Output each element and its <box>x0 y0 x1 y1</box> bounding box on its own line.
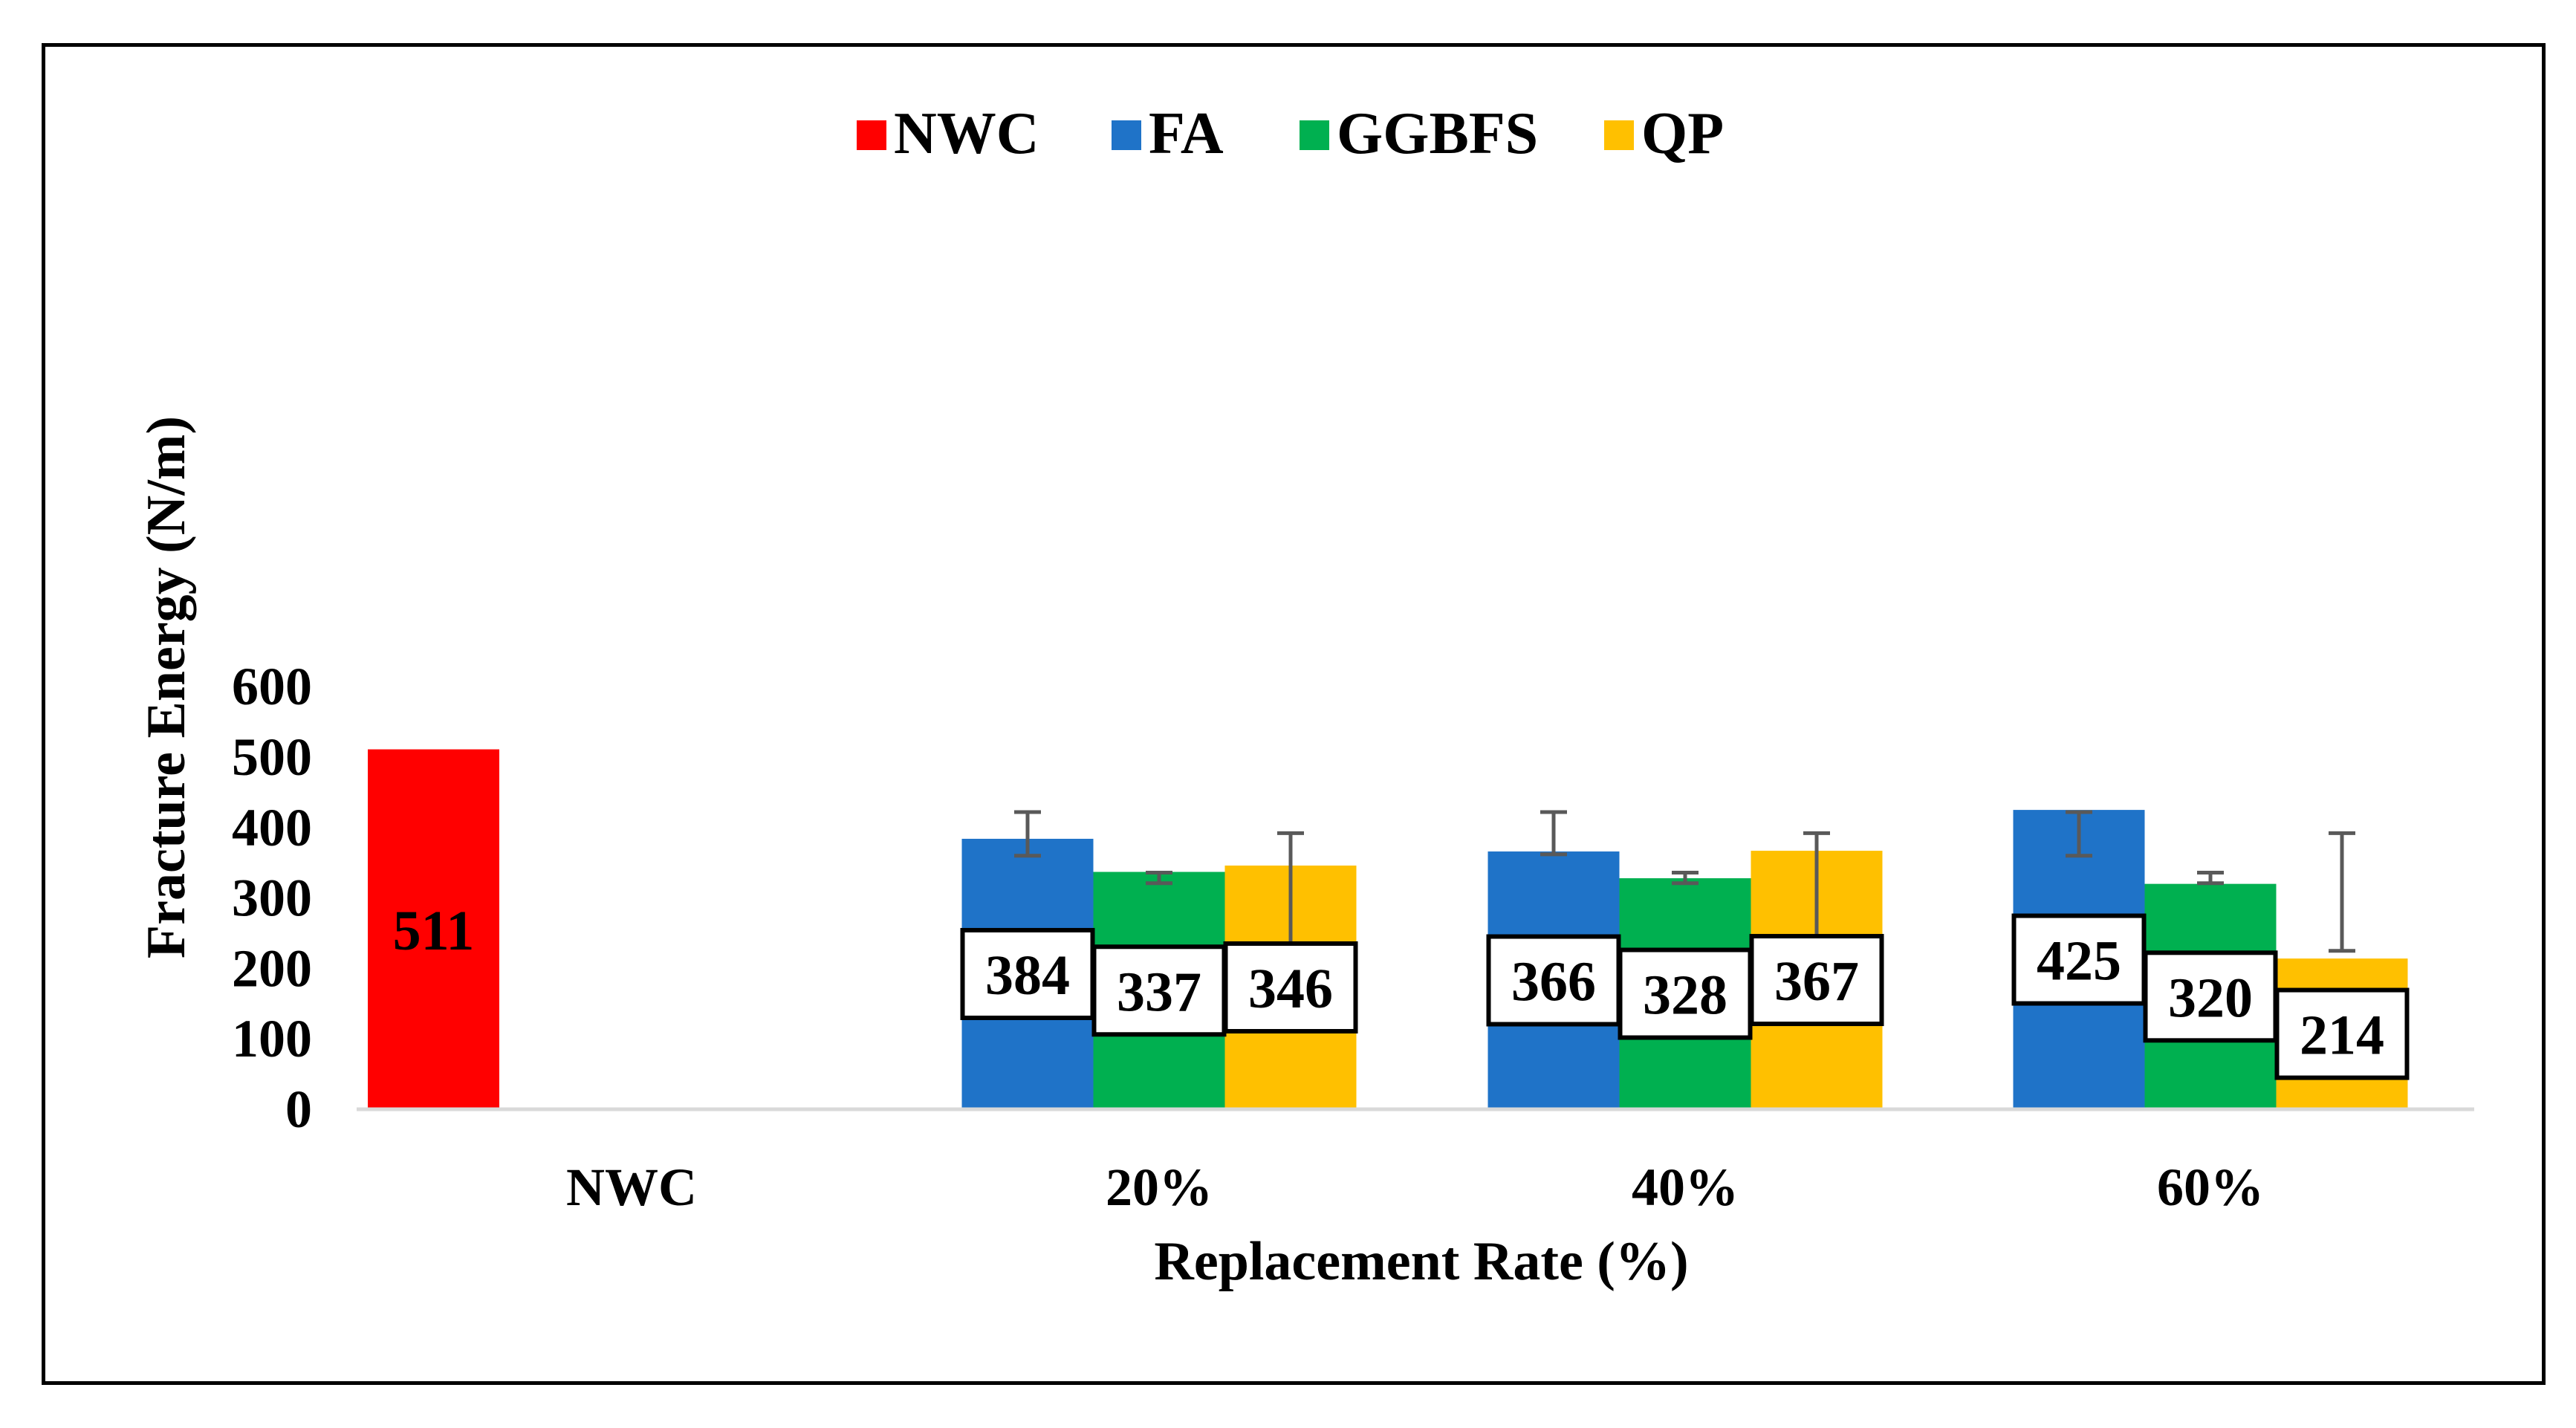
data-label-qp-60pct: 214 <box>2300 1005 2384 1067</box>
legend-label-qp: QP <box>1641 101 1724 166</box>
y-axis: 0 100 200 300 400 500 600 <box>232 657 312 1139</box>
x-axis: NWC 20% 40% 60% <box>566 1158 2264 1217</box>
x-tick-label-nwc: NWC <box>566 1158 697 1217</box>
y-axis-title: Fracture Energy (N/m) <box>136 416 197 958</box>
x-tick-label-20pct: 20% <box>1106 1158 1213 1217</box>
chart-frame <box>42 43 2546 1385</box>
data-label-ggbfs-40pct: 328 <box>1643 964 1727 1027</box>
data-label-fa-20pct: 384 <box>985 944 1070 1007</box>
data-label-qp-20pct: 346 <box>1248 958 1333 1020</box>
data-label-qp-40pct-box <box>1749 934 1884 1027</box>
bar-nwc-nwc <box>368 749 499 1109</box>
data-label-nwc-nwc: 511 <box>393 900 475 962</box>
y-tick-label: 400 <box>232 798 312 857</box>
data-label-qp-60pct-box <box>2274 987 2410 1080</box>
legend-swatch-fa <box>1112 120 1141 150</box>
legend-label-fa: FA <box>1149 101 1224 166</box>
data-label-fa-60pct: 425 <box>2037 930 2121 993</box>
data-labels: 511 384 337 346 366 328 367 425 320 214 <box>393 900 2410 1080</box>
legend-swatch-qp <box>1604 120 1634 150</box>
y-tick-label: 300 <box>232 869 312 928</box>
legend-label-nwc: NWC <box>894 101 1039 166</box>
error-bars <box>1014 810 2355 953</box>
data-label-ggbfs-20pct: 337 <box>1117 961 1201 1023</box>
x-axis-title: Replacement Rate (%) <box>1154 1231 1688 1292</box>
y-tick-label: 500 <box>232 727 312 787</box>
legend: NWC FA GGBFS QP <box>857 101 1724 166</box>
legend-swatch-ggbfs <box>1300 120 1329 150</box>
legend-label-ggbfs: GGBFS <box>1337 101 1538 166</box>
data-label-ggbfs-60pct-box <box>2143 950 2278 1043</box>
data-label-ggbfs-20pct-box <box>1091 944 1227 1037</box>
data-label-fa-40pct: 366 <box>1511 951 1596 1013</box>
data-label-qp-40pct: 367 <box>1774 950 1859 1013</box>
data-label-ggbfs-60pct: 320 <box>2168 967 2253 1029</box>
y-tick-label: 100 <box>232 1009 312 1068</box>
legend-swatch-nwc <box>857 120 886 150</box>
x-tick-label-40pct: 40% <box>1632 1158 1739 1217</box>
x-tick-label-60pct: 60% <box>2157 1158 2264 1217</box>
y-tick-label: 200 <box>232 938 312 998</box>
y-tick-label: 600 <box>232 657 312 716</box>
data-label-fa-60pct-box <box>2011 913 2147 1006</box>
data-label-qp-20pct-box <box>1223 941 1358 1033</box>
y-tick-label: 0 <box>285 1080 312 1139</box>
